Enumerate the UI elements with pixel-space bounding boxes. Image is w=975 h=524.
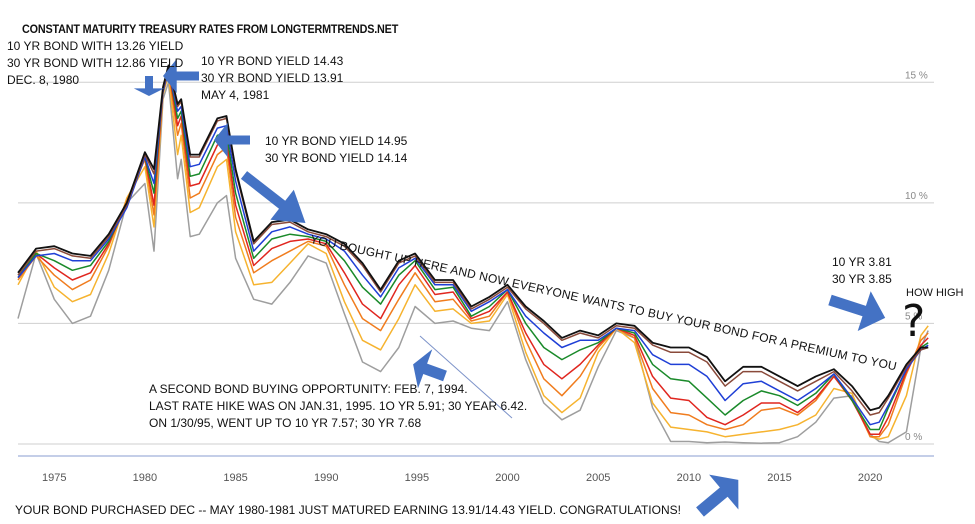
blue-arrow-icon — [214, 122, 250, 158]
x-tick-label: 1990 — [314, 472, 338, 484]
chart-title: CONSTANT MATURITY TREASURY RATES FROM LO… — [22, 22, 399, 36]
annotation-line: A SECOND BOND BUYING OPPORTUNITY: FEB. 7… — [149, 382, 468, 396]
y-tick-label: 5 % — [905, 311, 922, 322]
footer-note: YOUR BOND PURCHASED DEC -- MAY 1980-1981… — [15, 503, 681, 517]
blue-arrow-icon — [828, 291, 886, 331]
annotation-second-opportunity: A SECOND BOND BUYING OPPORTUNITY: FEB. 7… — [149, 381, 527, 432]
series-line — [17, 81, 929, 444]
annotation-line: DEC. 8, 1980 — [7, 73, 80, 87]
x-tick-label: 2005 — [586, 472, 610, 484]
annotation-line: LAST RATE HIKE WAS ON JAN.31, 1995. 1O Y… — [149, 399, 528, 413]
blue-arrow-icon — [413, 349, 447, 389]
annotation-dec-1980: 10 YR BOND WITH 13.26 YIELD 30 YR BOND W… — [7, 38, 183, 89]
x-tick-label: 2010 — [677, 472, 701, 484]
y-tick-label: 0 % — [905, 432, 922, 443]
series-line — [17, 74, 929, 440]
annotation-line: ON 1/30/95, WENT UP TO 10 YR 7.57; 30 YR… — [149, 416, 422, 430]
blue-arrow-icon — [696, 474, 739, 517]
question-mark: ? — [902, 296, 926, 347]
y-tick-label: 10 % — [905, 191, 928, 202]
pointer-line — [419, 335, 513, 419]
annotation-current-yields: 10 YR 3.81 30 YR 3.85 — [832, 254, 892, 288]
annotation-peak-1984: 10 YR BOND YIELD 14.95 30 YR BOND YIELD … — [265, 133, 407, 167]
annotation-arrows — [133, 58, 886, 517]
blue-arrow-icon — [133, 76, 165, 96]
x-tick-label: 2000 — [495, 472, 519, 484]
y-tick-label: 15 % — [905, 70, 928, 81]
x-tick-label: 2015 — [767, 472, 791, 484]
annotation-line: 10 YR 3.81 — [832, 255, 892, 269]
x-tick-label: 1980 — [133, 472, 157, 484]
x-tick-label: 1995 — [405, 472, 429, 484]
annotation-line: MAY 4, 1981 — [201, 88, 270, 102]
annotation-line: 30 YR BOND YIELD 14.14 — [265, 151, 408, 165]
blue-arrow-icon — [240, 171, 306, 223]
blue-arrow-icon — [163, 58, 199, 94]
x-tick-label: 2020 — [858, 472, 882, 484]
annotation-how-high: HOW HIGH — [906, 287, 964, 299]
x-tick-label: 1975 — [42, 472, 66, 484]
annotation-line: 10 YR BOND YIELD 14.43 — [201, 54, 344, 68]
annotation-line: 10 YR BOND YIELD 14.95 — [265, 134, 408, 148]
annotation-line: 30 YR BOND WITH 12.86 YIELD — [7, 56, 184, 70]
x-tick-label: 1985 — [223, 472, 247, 484]
annotation-line: 30 YR 3.85 — [832, 272, 892, 286]
annotation-may-1981: 10 YR BOND YIELD 14.43 30 YR BOND YIELD … — [201, 53, 343, 104]
annotation-line: 30 YR BOND YIELD 13.91 — [201, 71, 344, 85]
chart-axis-ticks: 0 % 5 % 10 % 15 % 1975 1980 1985 1990 1995 2000 20… — [42, 70, 928, 484]
annotation-line: 10 YR BOND WITH 13.26 YIELD — [7, 39, 184, 53]
